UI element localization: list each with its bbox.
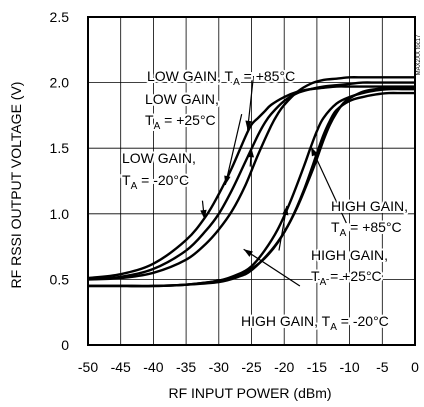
x-tick-label: -5	[376, 359, 389, 375]
x-tick-label: -15	[307, 359, 327, 375]
y-tick-label: 2.0	[50, 75, 70, 91]
annotation-subscript: A	[154, 121, 161, 132]
pointer-line	[243, 248, 301, 287]
pointer-line	[246, 75, 255, 130]
annotation-text: T	[311, 268, 320, 284]
annotation-text: HIGH GAIN,	[331, 198, 408, 214]
annotation-subscript: A	[330, 322, 337, 333]
annotation-label: TA = +85°C	[331, 219, 402, 239]
annotation-label: HIGH GAIN,	[311, 247, 388, 263]
annotation-tail: = +25°C	[326, 268, 381, 284]
series-line	[87, 76, 415, 281]
pointer-line	[310, 146, 347, 224]
x-axis-label: RF INPUT POWER (dBm)	[168, 385, 331, 401]
annotation-label: LOW GAIN, TA = +85°C	[147, 68, 295, 88]
y-tick-label: 1.0	[50, 206, 70, 222]
annotation-subscript: A	[340, 228, 347, 239]
annotation-text: T	[331, 219, 340, 235]
pointer-arrowhead	[311, 146, 318, 157]
y-tick-label: 1.5	[50, 140, 70, 156]
x-tick-label: -45	[111, 359, 131, 375]
series-line	[87, 81, 415, 281]
annotation-text: LOW GAIN,	[122, 150, 196, 166]
annotation-label: HIGH GAIN, TA = -20°C	[241, 313, 389, 333]
annotation-tail: = -20°C	[337, 313, 389, 329]
x-tick-label: -50	[78, 359, 98, 375]
y-tick-labels: 0 0.5 1.0 1.5 2.0 2.5	[50, 9, 70, 353]
pointer-line	[224, 113, 243, 186]
x-tick-label: -30	[209, 359, 229, 375]
pointer-arrowhead	[224, 175, 231, 185]
arrow-group	[200, 75, 347, 287]
pointer-arrowhead	[282, 205, 289, 216]
x-tick-label: -35	[176, 359, 196, 375]
annotation-text: HIGH GAIN, T	[241, 313, 331, 329]
annotation-text: HIGH GAIN,	[311, 247, 388, 263]
annotation-tail: = -20°C	[137, 172, 189, 188]
annotation-label: LOW GAIN,	[145, 91, 219, 107]
pointer-arrowhead	[200, 209, 207, 220]
x-tick-label: -40	[143, 359, 163, 375]
y-tick-label: 2.5	[50, 9, 70, 25]
pointer-arrowhead	[247, 148, 255, 158]
annotation-label: TA = +25°C	[145, 112, 216, 132]
pointer-arrowhead	[243, 249, 253, 257]
annotation-text: T	[145, 112, 154, 128]
annotation-text: LOW GAIN, T	[147, 68, 234, 84]
annotation-subscript: A	[131, 181, 138, 192]
annotation-tail: = +85°C	[240, 68, 295, 84]
x-tick-label: -25	[241, 359, 261, 375]
annotation-label: TA = -20°C	[122, 172, 189, 192]
pointer-arrowhead	[245, 120, 252, 130]
annotation-subscript: A	[320, 277, 327, 288]
x-tick-label: -10	[339, 359, 359, 375]
annotation-label: LOW GAIN,	[122, 150, 196, 166]
annotation-tail: = +85°C	[346, 219, 401, 235]
plot-frame	[87, 16, 416, 346]
y-axis-label: RF RSSI OUTPUT VOLTAGE (V)	[8, 82, 24, 289]
series-line	[87, 85, 415, 280]
x-tick-labels: -50 -45 -40 -35 -30 -25 -20 -15 -10 -5 0	[78, 359, 419, 375]
annotation-subscript: A	[233, 77, 240, 88]
annotation-text: LOW GAIN,	[145, 91, 219, 107]
x-tick-label: -20	[274, 359, 294, 375]
x-tick-label: 0	[411, 359, 419, 375]
series-group	[87, 76, 416, 288]
series-line	[87, 91, 415, 288]
y-tick-label: 0.5	[50, 271, 70, 287]
annotation-text: T	[122, 172, 131, 188]
annotation-tail: = +25°C	[160, 112, 215, 128]
annotation-label: TA = +25°C	[311, 268, 382, 288]
side-code-label: MAX2XX toc17	[416, 34, 422, 75]
y-tick-label: 0	[61, 337, 69, 353]
annotation-label: HIGH GAIN,	[331, 198, 408, 214]
